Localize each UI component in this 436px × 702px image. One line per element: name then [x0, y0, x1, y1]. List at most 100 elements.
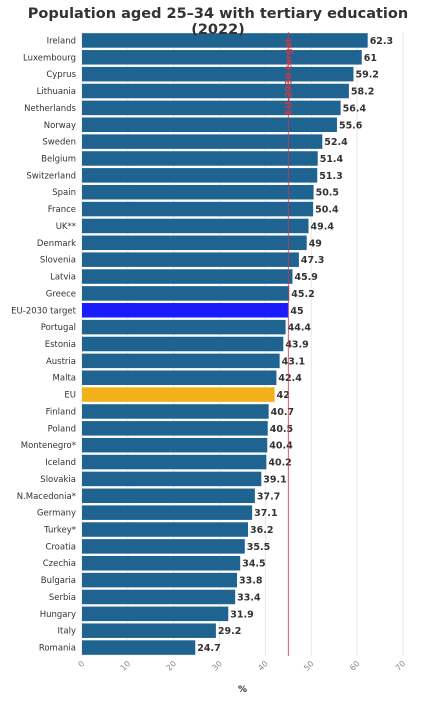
category-label: Romania: [39, 644, 76, 654]
bar[interactable]: [82, 134, 323, 149]
category-label: Hungary: [40, 610, 76, 620]
category-label: Norway: [44, 121, 76, 131]
bar[interactable]: [82, 539, 245, 554]
x-tick-label: 0: [76, 659, 86, 669]
category-label: Switzerland: [26, 171, 76, 181]
category-label: Serbia: [49, 593, 76, 603]
value-label: 43.1: [282, 356, 305, 367]
category-label: Sweden: [42, 138, 76, 148]
category-label: Greece: [46, 289, 76, 299]
value-label: 40.5: [270, 424, 293, 435]
bar[interactable]: [82, 522, 249, 537]
value-label: 51.3: [319, 171, 342, 182]
category-label: Croatia: [45, 542, 76, 552]
value-label: 45.2: [291, 289, 314, 300]
category-label: Belgium: [41, 154, 76, 164]
bar[interactable]: [82, 100, 341, 116]
value-label: 50.4: [315, 205, 339, 216]
bar[interactable]: [82, 437, 268, 453]
bar[interactable]: [82, 33, 368, 48]
category-label: Slovakia: [40, 475, 76, 485]
value-label: 42.4: [278, 373, 302, 384]
value-label: 47.3: [301, 255, 324, 266]
value-label: 61: [364, 53, 377, 64]
bar[interactable]: [82, 269, 293, 284]
bar[interactable]: [82, 572, 237, 588]
value-label: 55.6: [339, 120, 363, 131]
value-label: 45: [290, 306, 303, 317]
bar[interactable]: [82, 505, 253, 520]
category-label: Finland: [46, 407, 76, 417]
bar[interactable]: [82, 555, 241, 571]
category-label: UK**: [56, 222, 76, 232]
bar[interactable]: [82, 606, 229, 622]
x-tick-label: 30: [210, 659, 224, 673]
bar[interactable]: [82, 50, 362, 65]
category-label: Luxembourg: [23, 53, 76, 63]
bar[interactable]: [82, 286, 290, 301]
bar[interactable]: [82, 252, 299, 267]
bar[interactable]: [82, 117, 337, 133]
bar[interactable]: [82, 370, 277, 385]
bar[interactable]: [82, 303, 289, 318]
category-label: France: [48, 205, 76, 215]
value-label: 56.4: [343, 103, 367, 114]
bar[interactable]: [82, 454, 267, 470]
value-label: 29.2: [218, 626, 241, 637]
x-tick-label: 50: [302, 659, 316, 673]
bar[interactable]: [82, 471, 262, 487]
value-label: 35.5: [247, 542, 270, 553]
x-tick-label: 40: [256, 659, 270, 673]
value-label: 40.7: [271, 407, 294, 418]
category-label: Austria: [46, 357, 76, 367]
x-tick-label: 20: [165, 659, 179, 673]
reference-line-label: EU-2030 target: [284, 37, 294, 115]
category-label: Italy: [58, 627, 76, 637]
bar[interactable]: [82, 184, 314, 200]
category-label: Lithuania: [37, 87, 76, 97]
value-label: 58.2: [351, 87, 374, 98]
value-label: 51.4: [320, 154, 344, 165]
bar[interactable]: [82, 151, 318, 166]
value-label: 45.9: [294, 272, 317, 283]
bar[interactable]: [82, 589, 236, 605]
value-label: 44.4: [288, 323, 312, 334]
value-label: 52.4: [324, 137, 348, 148]
value-label: 49: [309, 238, 322, 249]
value-label: 36.2: [250, 525, 273, 536]
x-axis: 0 10 20 30 40 50 60 70: [76, 659, 407, 673]
bar[interactable]: [82, 201, 314, 217]
category-label: Portugal: [41, 323, 76, 333]
bar[interactable]: [82, 319, 286, 335]
bar[interactable]: [82, 421, 268, 436]
bars: [82, 33, 368, 655]
bar[interactable]: [82, 66, 354, 82]
value-label: 39.1: [263, 474, 286, 485]
bar[interactable]: [82, 488, 255, 504]
category-label: Cyprus: [46, 70, 76, 80]
value-label: 49.4: [311, 221, 335, 232]
x-tick-label: 60: [348, 659, 362, 673]
category-label: Ireland: [47, 36, 76, 46]
bar[interactable]: [82, 387, 275, 402]
value-label: 42: [277, 390, 290, 401]
category-label: Latvia: [50, 273, 76, 283]
bar[interactable]: [82, 640, 196, 655]
category-label: EU: [64, 391, 76, 401]
value-label: 33.4: [237, 592, 261, 603]
bar[interactable]: [82, 623, 216, 638]
bar[interactable]: [82, 235, 307, 251]
bar[interactable]: [82, 218, 309, 234]
bar[interactable]: [82, 336, 284, 352]
value-label: 24.7: [197, 643, 220, 654]
category-label: Estonia: [45, 340, 76, 350]
bar[interactable]: [82, 353, 280, 369]
bar[interactable]: [82, 168, 318, 183]
category-label: N.Macedonia*: [17, 492, 76, 502]
category-label: Slovenia: [40, 256, 76, 266]
bar[interactable]: [82, 83, 349, 99]
value-label: 50.5: [316, 188, 339, 199]
category-label: Denmark: [37, 239, 76, 249]
bar[interactable]: [82, 404, 269, 419]
